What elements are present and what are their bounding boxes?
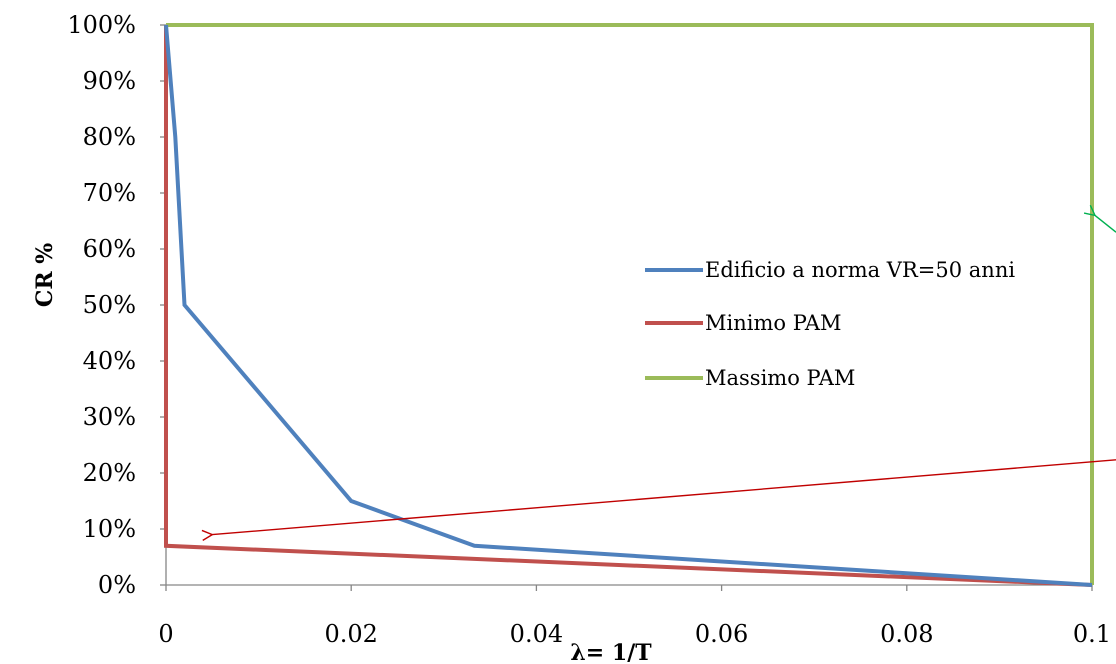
y-tick-label: 50% [83, 291, 136, 319]
y-tick-label: 30% [83, 403, 136, 431]
y-tick-label: 40% [83, 347, 136, 375]
legend: Edificio a norma VR=50 anni Minimo PAM M… [645, 258, 1015, 390]
x-tick-labels: 0 0.02 0.04 0.06 0.08 0.1 [158, 620, 1111, 648]
y-tick-label: 20% [83, 459, 136, 487]
y-tick-label: 0% [98, 571, 136, 599]
series-line-minimo [164, 25, 1093, 587]
y-tick-label: 100% [67, 11, 136, 39]
series-line-massimo [166, 23, 1094, 585]
arrow-annotation-green [1095, 215, 1116, 233]
y-axis-title: CR % [32, 243, 58, 307]
y-tick-label: 80% [83, 123, 136, 151]
x-tick-label: 0.02 [324, 620, 377, 648]
x-tick-label: 0.04 [510, 620, 563, 648]
arrow-annotation-red [212, 459, 1116, 535]
series-line-edificio [164, 24, 1093, 587]
legend-label-edificio: Edificio a norma VR=50 anni [705, 258, 1015, 282]
y-tick-label: 70% [83, 179, 136, 207]
x-tick-label: 0.08 [880, 620, 933, 648]
x-tick-label: 0.06 [695, 620, 748, 648]
legend-label-minimo: Minimo PAM [705, 311, 842, 335]
annotations [212, 215, 1116, 534]
axes [160, 24, 1093, 591]
y-tick-label: 60% [83, 235, 136, 263]
y-tick-labels: 0% 10% 20% 30% 40% 50% 60% 70% 80% 90% 100% [67, 11, 136, 599]
x-axis-title: λ= 1/T [570, 640, 652, 664]
y-tick-label: 90% [83, 67, 136, 95]
legend-label-massimo: Massimo PAM [705, 366, 855, 390]
x-tick-label: 0.1 [1073, 620, 1111, 648]
x-tick-label: 0 [158, 620, 173, 648]
y-tick-label: 10% [83, 515, 136, 543]
series-lines [164, 23, 1094, 587]
